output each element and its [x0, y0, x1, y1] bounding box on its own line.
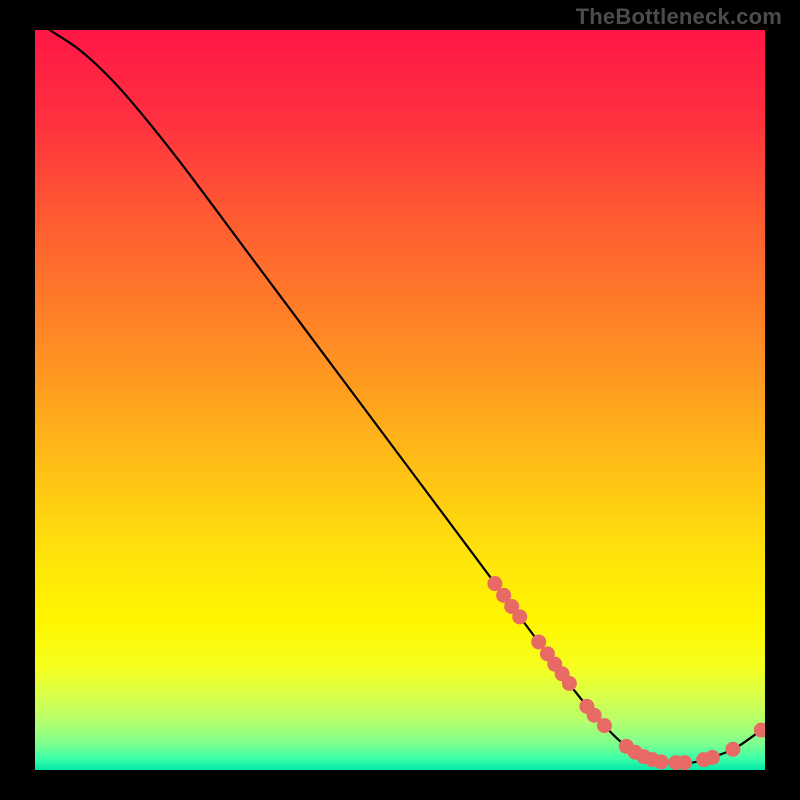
data-marker: [725, 742, 740, 757]
plot-area: [35, 30, 765, 770]
gradient-background: [35, 30, 765, 770]
data-marker: [705, 750, 720, 765]
data-marker: [654, 754, 669, 769]
data-marker: [512, 609, 527, 624]
watermark-text: TheBottleneck.com: [576, 4, 782, 30]
data-marker: [677, 755, 692, 770]
data-marker: [562, 676, 577, 691]
chart-frame: TheBottleneck.com: [0, 0, 800, 800]
data-marker: [597, 718, 612, 733]
plot-svg: [35, 30, 765, 770]
